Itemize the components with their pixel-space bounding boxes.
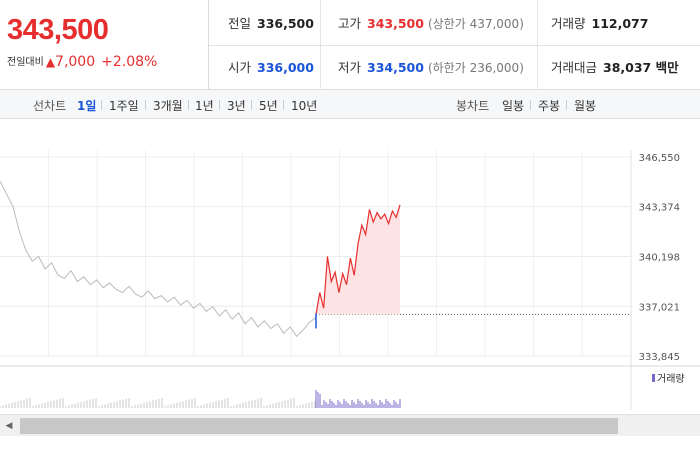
quote-col-divider (320, 0, 321, 90)
today-area (316, 204, 400, 315)
today-line (315, 204, 401, 315)
quote-col-divider (537, 0, 538, 90)
candle-chart-label: 봉차트 (456, 99, 490, 113)
quote-header: 343,500 전일대비 ▲7,000 +2.08% 전일 336,500 고가 343… (0, 0, 700, 90)
quote-value: 336,500 (257, 16, 314, 31)
toolbar-separator (101, 100, 102, 110)
change-percent: +2.08% (101, 54, 158, 70)
period-tab-1w[interactable]: 1주일 (109, 99, 139, 113)
upper-limit: (상한가 437,000) (427, 17, 524, 31)
scroll-left-icon[interactable]: ◀ (5, 421, 13, 431)
quote-label: 저가 (338, 60, 362, 75)
y-tick-label: 333,845 (639, 352, 680, 363)
quote-prev-close: 전일 336,500 (228, 16, 314, 32)
y-tick-label: 337,021 (639, 302, 680, 313)
candle-tab-weekly[interactable]: 주봉 (538, 99, 561, 113)
quote-value: 334,500 (367, 60, 424, 75)
price-change: 전일대비 ▲7,000 +2.08% (7, 53, 157, 70)
quote-open: 시가 336,000 (228, 60, 314, 76)
period-tab-5y[interactable]: 5년 (259, 99, 278, 113)
toolbar-separator (283, 100, 284, 110)
period-tab-3y[interactable]: 3년 (227, 99, 246, 113)
period-tab-3m[interactable]: 3개월 (153, 99, 183, 113)
quote-value: 343,500 (367, 16, 424, 31)
y-tick-label: 346,550 (639, 153, 680, 164)
toolbar-separator (188, 100, 189, 110)
quote-high: 고가 343,500 (상한가 437,000) (338, 16, 524, 32)
candle-tab-daily[interactable]: 일봉 (502, 99, 525, 113)
quote-label: 전일 (228, 16, 252, 31)
line-chart-label: 선차트 (33, 99, 67, 113)
quote-turnover: 거래대금 38,037 백만 (551, 60, 679, 76)
toolbar-separator (530, 100, 531, 110)
quote-value: 336,000 (257, 60, 314, 75)
prev-day-line (0, 181, 317, 338)
price-chart-svg: 346,550 343,374 340,198 337,021 333,845 거래량 (0, 150, 700, 410)
chart-scrollbar[interactable]: ◀ (0, 414, 700, 436)
candle-tab-monthly[interactable]: 월봉 (574, 99, 597, 113)
chart-toolbar: 선차트 1일 1주일 3개월 1년 3년 5년 10년 봉차트 일봉 주봉 월봉 (0, 90, 700, 119)
toolbar-separator (219, 100, 220, 110)
lower-limit: (하한가 236,000) (427, 61, 524, 75)
period-tab-1d[interactable]: 1일 (77, 99, 97, 113)
toolbar-separator (566, 100, 567, 110)
quote-row-divider (209, 45, 700, 46)
quote-label: 시가 (228, 60, 252, 75)
current-price: 343,500 (7, 14, 109, 46)
period-tab-10y[interactable]: 10년 (291, 99, 318, 113)
quote-volume: 거래량 112,077 (551, 16, 648, 32)
toolbar-separator (251, 100, 252, 110)
toolbar-separator (145, 100, 146, 110)
period-tab-1y[interactable]: 1년 (195, 99, 214, 113)
scroll-thumb[interactable] (20, 418, 618, 434)
volume-legend-swatch (652, 374, 655, 382)
change-value: 7,000 (55, 54, 96, 70)
quote-value: 38,037 백만 (603, 60, 679, 75)
quote-low: 저가 334,500 (하한가 236,000) (338, 60, 524, 76)
quote-label: 거래대금 (551, 60, 598, 75)
up-arrow-icon: ▲ (45, 55, 56, 69)
quote-value: 112,077 (591, 16, 649, 31)
volume-legend-label: 거래량 (657, 373, 685, 385)
quote-label: 거래량 (551, 16, 586, 31)
price-summary: 343,500 전일대비 ▲7,000 +2.08% (0, 0, 209, 90)
quote-label: 고가 (338, 16, 362, 31)
y-tick-label: 343,374 (639, 203, 680, 214)
change-label: 전일대비 (7, 57, 44, 68)
y-tick-label: 340,198 (639, 252, 680, 263)
price-chart[interactable]: 346,550 343,374 340,198 337,021 333,845 거래량 (0, 120, 700, 410)
